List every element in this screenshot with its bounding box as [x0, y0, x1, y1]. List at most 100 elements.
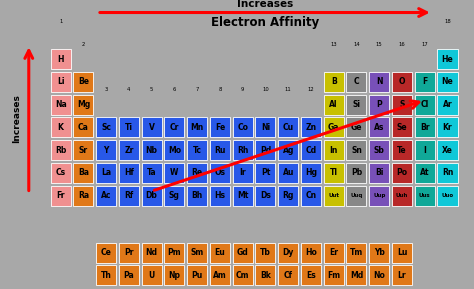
Text: Y: Y [103, 146, 109, 155]
Bar [346, 72, 366, 92]
Text: Ni: Ni [261, 123, 270, 132]
Text: No: No [374, 271, 385, 280]
Bar [255, 265, 275, 285]
Bar [164, 265, 184, 285]
Text: Rg: Rg [283, 191, 294, 200]
Text: Sr: Sr [79, 146, 88, 155]
Bar [73, 163, 93, 183]
Text: V: V [149, 123, 155, 132]
Bar [142, 242, 162, 263]
Text: Increases: Increases [237, 0, 293, 9]
Bar [438, 163, 457, 183]
Text: Sc: Sc [101, 123, 111, 132]
Text: 16: 16 [399, 42, 405, 47]
Bar [255, 140, 275, 160]
Bar [187, 140, 207, 160]
Bar [187, 117, 207, 138]
Bar [346, 186, 366, 206]
Bar [96, 140, 116, 160]
Text: Sg: Sg [169, 191, 180, 200]
Bar [392, 140, 412, 160]
Text: Re: Re [191, 168, 203, 177]
Text: Bi: Bi [375, 168, 383, 177]
Text: Cs: Cs [55, 168, 66, 177]
Bar [278, 265, 298, 285]
Text: O: O [399, 77, 405, 86]
Bar [73, 72, 93, 92]
Text: Zn: Zn [305, 123, 317, 132]
Bar [233, 265, 253, 285]
Bar [255, 186, 275, 206]
Bar [187, 186, 207, 206]
Text: W: W [170, 168, 179, 177]
Text: Cl: Cl [420, 100, 429, 109]
Text: 11: 11 [285, 87, 292, 92]
Text: 18: 18 [444, 19, 451, 24]
Text: Ru: Ru [214, 146, 226, 155]
Text: Pu: Pu [191, 271, 203, 280]
Bar [346, 95, 366, 115]
Text: Er: Er [329, 248, 338, 257]
Text: Ne: Ne [442, 77, 453, 86]
Bar [369, 95, 389, 115]
Bar [51, 140, 71, 160]
Bar [301, 242, 321, 263]
Text: Rn: Rn [442, 168, 453, 177]
Bar [255, 163, 275, 183]
Text: Hg: Hg [305, 168, 317, 177]
Text: As: As [374, 123, 384, 132]
Text: Mg: Mg [77, 100, 90, 109]
Text: Ba: Ba [78, 168, 89, 177]
Text: Lu: Lu [397, 248, 407, 257]
Text: Pm: Pm [168, 248, 181, 257]
Text: Co: Co [237, 123, 248, 132]
Bar [346, 140, 366, 160]
Bar [392, 242, 412, 263]
Text: Es: Es [306, 271, 316, 280]
Bar [369, 186, 389, 206]
Bar [51, 95, 71, 115]
Bar [278, 117, 298, 138]
Bar [324, 265, 344, 285]
Bar [255, 242, 275, 263]
Bar [346, 117, 366, 138]
Text: N: N [376, 77, 383, 86]
Bar [392, 186, 412, 206]
Bar [233, 242, 253, 263]
Bar [392, 72, 412, 92]
Bar [73, 117, 93, 138]
Bar [301, 186, 321, 206]
Text: Be: Be [78, 77, 89, 86]
Text: 17: 17 [421, 42, 428, 47]
Bar [369, 265, 389, 285]
Bar [278, 186, 298, 206]
Text: Bh: Bh [191, 191, 203, 200]
Text: Sb: Sb [374, 146, 385, 155]
Bar [415, 163, 435, 183]
Bar [369, 117, 389, 138]
Text: Cm: Cm [236, 271, 249, 280]
Text: Ca: Ca [78, 123, 89, 132]
Bar [164, 242, 184, 263]
Bar [142, 186, 162, 206]
Bar [119, 163, 139, 183]
Bar [415, 140, 435, 160]
Bar [392, 265, 412, 285]
Bar [324, 186, 344, 206]
Text: Uuo: Uuo [441, 193, 454, 198]
Bar [164, 163, 184, 183]
Text: 10: 10 [262, 87, 269, 92]
Text: Eu: Eu [215, 248, 225, 257]
Text: Tl: Tl [330, 168, 337, 177]
Text: Hs: Hs [214, 191, 226, 200]
Bar [119, 117, 139, 138]
Bar [210, 163, 230, 183]
Bar [415, 95, 435, 115]
Bar [301, 140, 321, 160]
Bar [233, 186, 253, 206]
Text: Tb: Tb [260, 248, 271, 257]
Bar [73, 186, 93, 206]
Bar [210, 140, 230, 160]
Text: U: U [148, 271, 155, 280]
Bar [415, 117, 435, 138]
